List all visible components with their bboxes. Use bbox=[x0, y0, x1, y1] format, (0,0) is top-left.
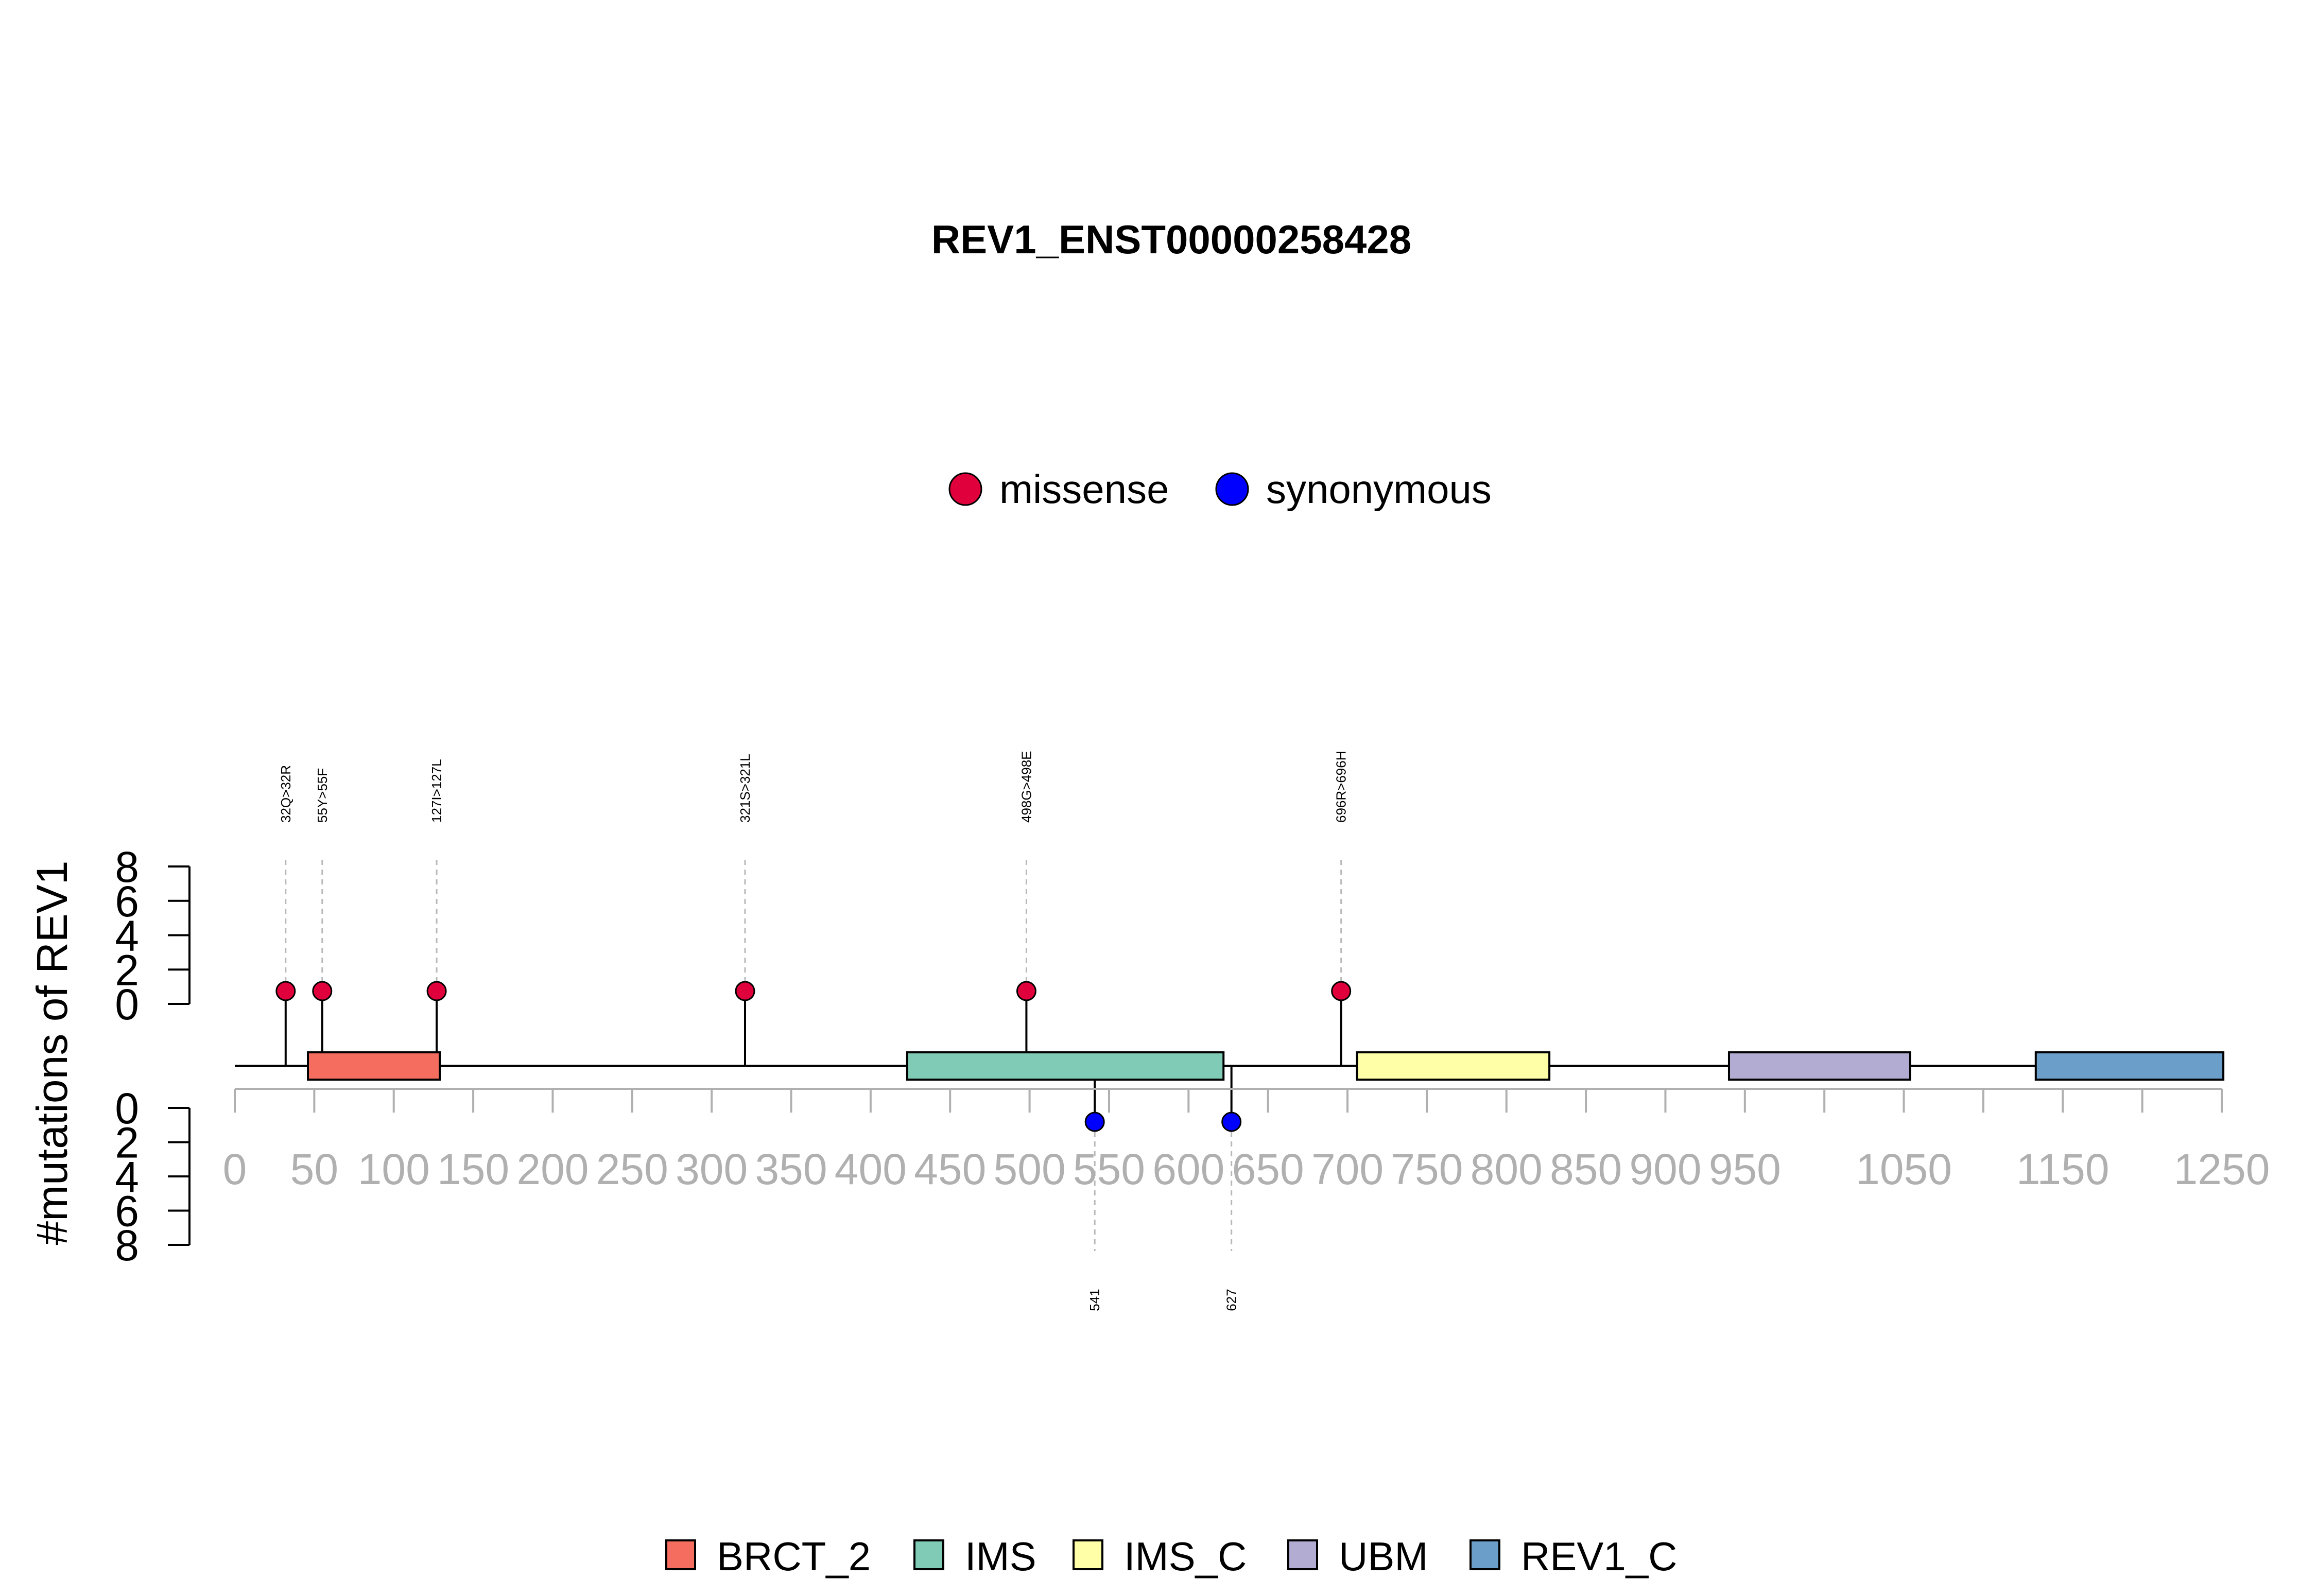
legend-label-ims: IMS bbox=[965, 1534, 1036, 1579]
domain-ims-c bbox=[1356, 1051, 1551, 1081]
mutation-point bbox=[275, 981, 296, 1001]
mutation-label: 321S>321L bbox=[737, 754, 753, 823]
mutation-label: 498G>498E bbox=[1018, 751, 1034, 823]
mutation-label: 32Q>32R bbox=[278, 765, 293, 823]
y-tick-label: 0 bbox=[115, 1084, 139, 1133]
mutation-point bbox=[426, 981, 447, 1001]
y-tick-label: 0 bbox=[115, 980, 139, 1029]
x-tick-label: 750 bbox=[1391, 1145, 1463, 1193]
y-tick-label: 8 bbox=[115, 843, 139, 891]
y-tick-label: 2 bbox=[115, 1119, 139, 1167]
x-tick-label: 200 bbox=[516, 1145, 589, 1193]
x-tick-label: 700 bbox=[1311, 1145, 1384, 1193]
legend-synonymous-marker bbox=[1215, 472, 1249, 506]
mutation-label: 55Y>55F bbox=[315, 768, 330, 823]
y-tick-label: 2 bbox=[115, 946, 139, 994]
x-tick-label: 250 bbox=[596, 1145, 668, 1193]
y-tick-label: 8 bbox=[115, 1221, 139, 1270]
x-tick-label: 1250 bbox=[2174, 1145, 2270, 1193]
mutation-point bbox=[1016, 981, 1036, 1001]
mutation-point bbox=[1331, 981, 1352, 1001]
x-tick-label: 400 bbox=[835, 1145, 907, 1193]
mutation-point bbox=[1084, 1112, 1105, 1132]
x-tick-label: 800 bbox=[1471, 1145, 1543, 1193]
x-tick-label: 100 bbox=[358, 1145, 430, 1193]
x-tick-label: 500 bbox=[994, 1145, 1066, 1193]
domain-ims bbox=[906, 1051, 1225, 1081]
mutation-type-legend: missense synonymous bbox=[948, 466, 1492, 512]
y-tick-label: 4 bbox=[115, 1153, 139, 1201]
y-tick-label: 4 bbox=[115, 912, 139, 960]
legend-missense-label: missense bbox=[999, 466, 1169, 512]
mutation-point bbox=[735, 981, 755, 1001]
x-tick-label: 50 bbox=[290, 1145, 338, 1193]
x-tick-label: 600 bbox=[1152, 1145, 1224, 1193]
x-tick-label: 300 bbox=[676, 1145, 748, 1193]
x-tick-label: 0 bbox=[223, 1145, 247, 1193]
domain-ubm bbox=[1727, 1051, 1911, 1081]
x-tick-label: 550 bbox=[1073, 1145, 1145, 1193]
lollipop-heads bbox=[275, 981, 1352, 1132]
x-tick-label: 900 bbox=[1629, 1145, 1701, 1193]
x-tick-label: 850 bbox=[1550, 1145, 1622, 1193]
legend-swatch-brct-2 bbox=[665, 1539, 696, 1570]
mutation-label: 627 bbox=[1224, 1289, 1239, 1311]
legend-label-rev1-c: REV1_C bbox=[1521, 1534, 1677, 1579]
mutation-guide-lines bbox=[285, 860, 1342, 1251]
x-axis: 0 50 100 150 200 250 300 350 400 450 500 550 600 650 7… bbox=[223, 1088, 2270, 1193]
x-tick-label: 150 bbox=[437, 1145, 509, 1193]
legend-synonymous-label: synonymous bbox=[1266, 466, 1492, 512]
chart-title: REV1_ENST00000258428 bbox=[931, 217, 1411, 262]
x-tick-label: 350 bbox=[755, 1145, 827, 1193]
legend-label-ims-c: IMS_C bbox=[1124, 1534, 1247, 1579]
mutation-labels: 32Q>32R 55Y>55F 127I>127L 321S>321L 498G>498… bbox=[278, 751, 1349, 1311]
x-tick-label: 450 bbox=[914, 1145, 986, 1193]
y-axis-label: #mutations of REV1 bbox=[28, 860, 76, 1245]
legend-swatch-ims-c bbox=[1073, 1539, 1103, 1570]
x-tick-label: 950 bbox=[1709, 1145, 1781, 1193]
mutation-point bbox=[1221, 1112, 1242, 1132]
y-tick-label: 6 bbox=[115, 877, 139, 926]
protein-domains bbox=[307, 1051, 2225, 1081]
legend-label-brct-2: BRCT_2 bbox=[717, 1534, 871, 1579]
mutation-label: 696R>696H bbox=[1334, 751, 1349, 823]
x-tick-label: 650 bbox=[1232, 1145, 1304, 1193]
mutation-point bbox=[312, 981, 333, 1001]
legend-label-ubm: UBM bbox=[1339, 1534, 1428, 1579]
legend-swatch-ims bbox=[913, 1539, 944, 1570]
legend-missense-marker bbox=[948, 472, 982, 506]
y-tick-label: 6 bbox=[115, 1187, 139, 1236]
domain-rev1-c bbox=[2034, 1051, 2225, 1081]
domain-legend: BRCT_2 IMS IMS_C UBM REV1_C bbox=[665, 1534, 1677, 1579]
legend-swatch-ubm bbox=[1287, 1539, 1318, 1570]
x-tick-label: 1050 bbox=[1856, 1145, 1952, 1193]
x-tick-label: 1150 bbox=[2016, 1145, 2109, 1193]
legend-swatch-rev1-c bbox=[1469, 1539, 1500, 1570]
mutation-label: 127I>127L bbox=[429, 759, 444, 823]
domain-brct-2 bbox=[307, 1051, 441, 1081]
mutation-label: 541 bbox=[1087, 1289, 1102, 1311]
